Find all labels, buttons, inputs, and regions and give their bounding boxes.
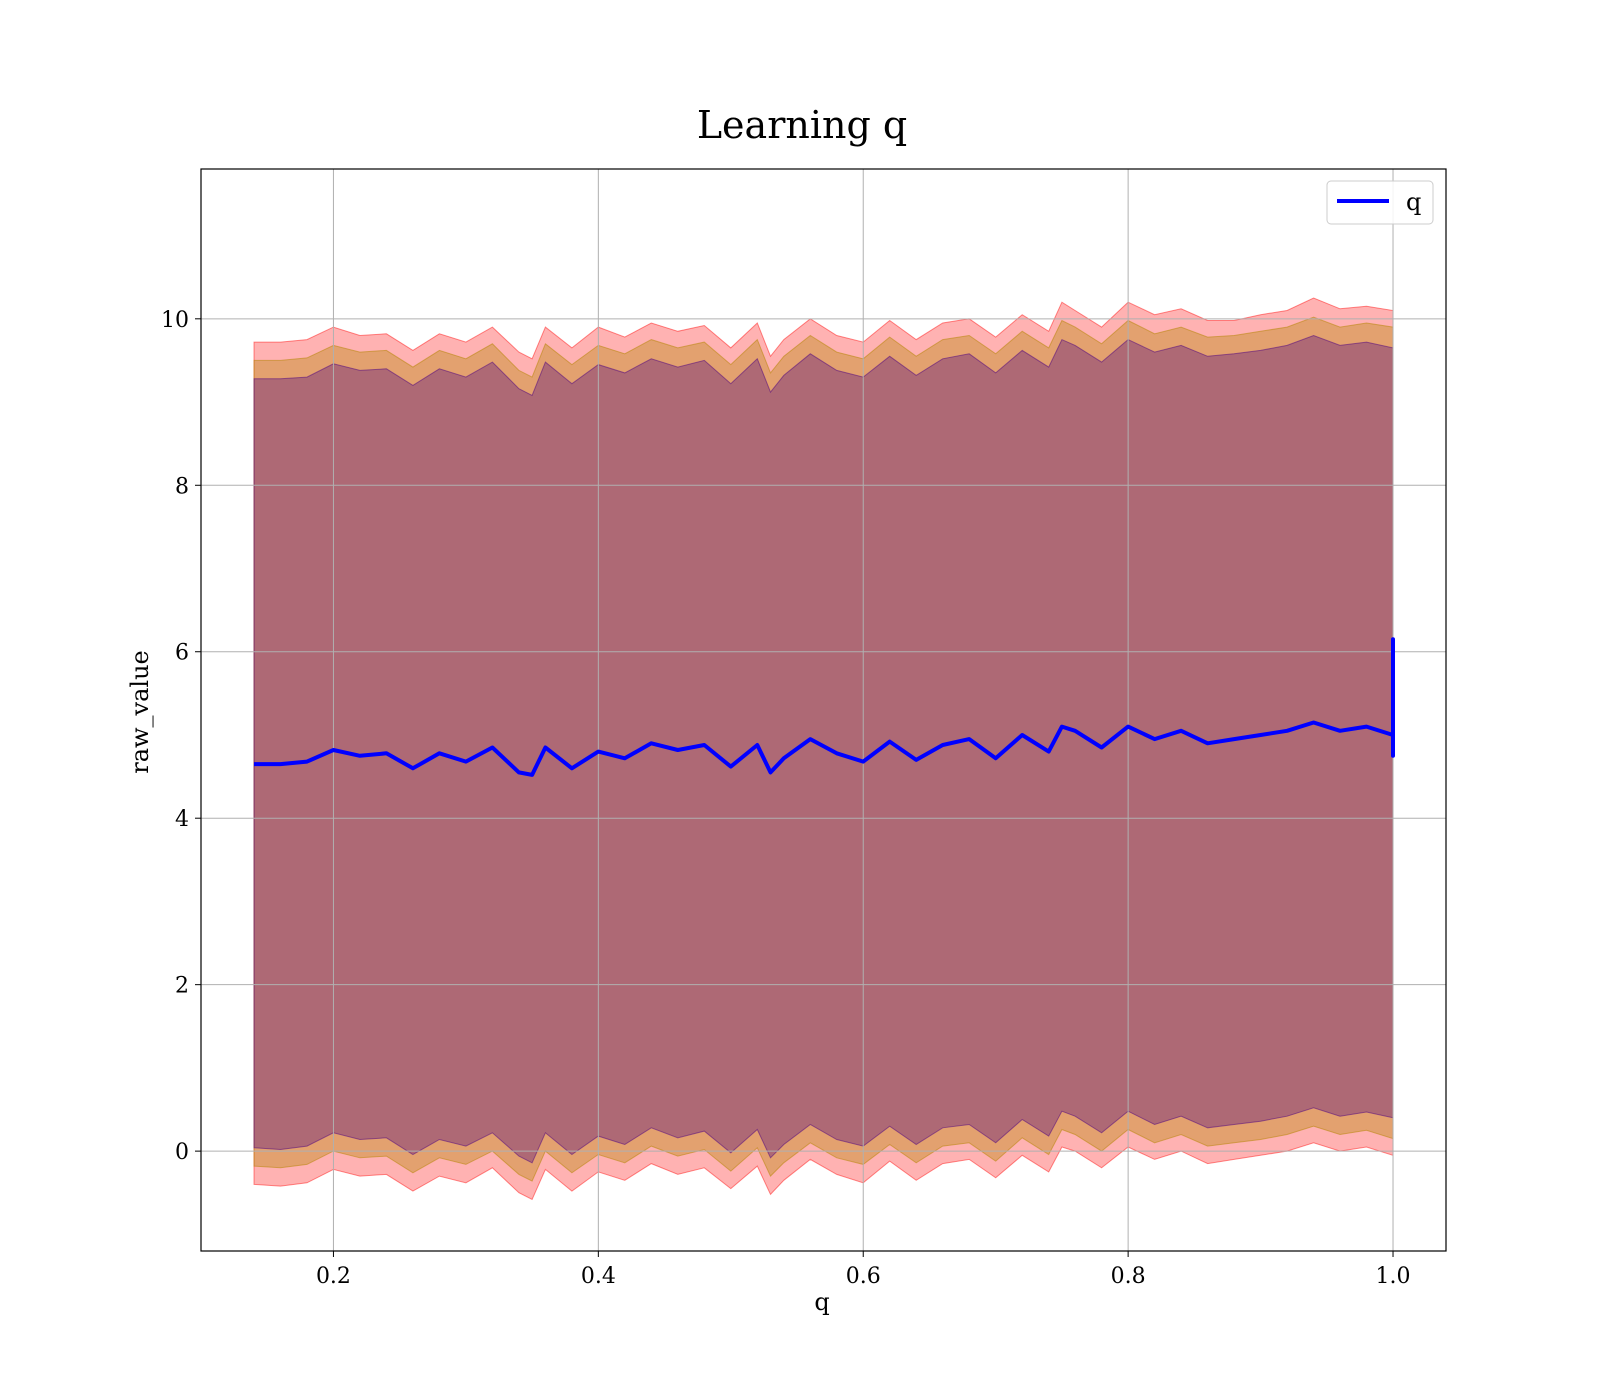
x-tick-label-4: 1.0 — [1376, 1264, 1411, 1289]
legend-label: q — [1406, 188, 1421, 216]
y-tick-label-1: 2 — [175, 974, 189, 999]
x-tick-label-0: 0.2 — [316, 1264, 351, 1289]
legend: q — [1326, 180, 1434, 225]
chart-title: Learning q — [697, 103, 907, 147]
y-tick-label-3: 6 — [175, 641, 189, 666]
x-tick-label-3: 0.8 — [1111, 1264, 1146, 1289]
y-tick-label-2: 4 — [175, 807, 189, 832]
x-axis-label: q — [814, 1288, 829, 1316]
y-tick-label-0: 0 — [175, 1140, 189, 1165]
x-axis-ticks: 0.2 0.4 0.6 0.8 1.0 — [316, 1251, 1411, 1289]
y-tick-label-5: 10 — [161, 308, 189, 333]
series-line-0 — [254, 637, 1395, 777]
y-axis-ticks: 0 2 4 6 8 10 — [161, 308, 201, 1165]
x-tick-label-2: 0.6 — [846, 1264, 881, 1289]
band-2 — [253, 334, 1394, 1164]
y-tick-label-4: 8 — [175, 474, 189, 499]
plot-area-frame — [200, 168, 1447, 1252]
series-lines — [254, 637, 1395, 777]
x-tick-label-1: 0.4 — [581, 1264, 616, 1289]
confidence-bands — [253, 297, 1394, 1201]
y-axis-label: raw_value — [126, 650, 154, 774]
